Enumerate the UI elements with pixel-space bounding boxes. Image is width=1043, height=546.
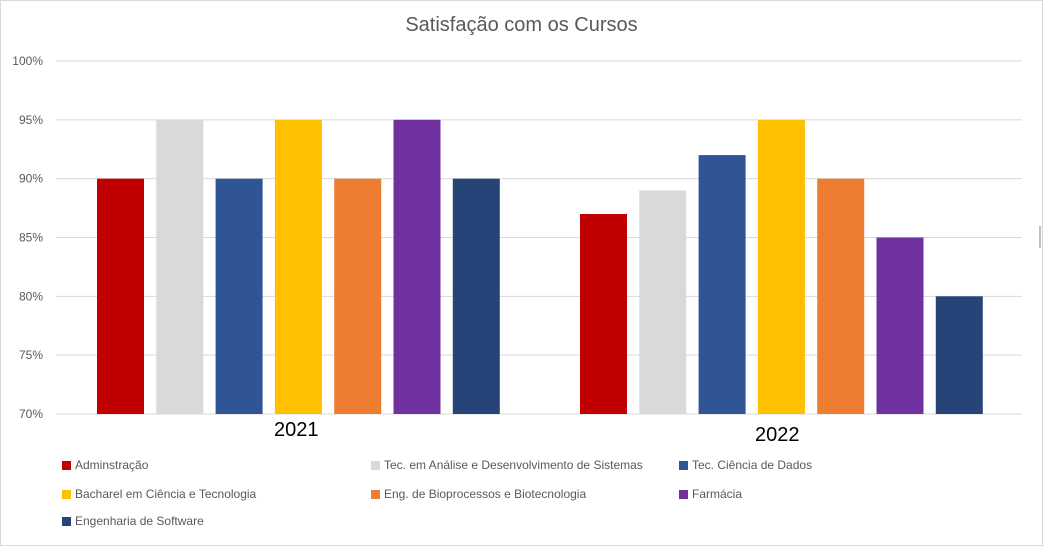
legend-swatch (371, 460, 380, 470)
bar-2022-series-5 (876, 237, 924, 414)
legend-label: Tec. Ciência de Dados (692, 458, 813, 472)
category-label-2022: 2022 (755, 424, 800, 446)
bar-2022-series-1 (639, 190, 687, 414)
legend-swatch (62, 516, 71, 526)
y-tick-label: 80% (19, 289, 43, 303)
y-tick-label: 95% (19, 113, 43, 127)
legend-item-4: Eng. de Bioprocessos e Biotecnologia (371, 487, 586, 501)
legend-label: Bacharel em Ciência e Tecnologia (75, 487, 257, 501)
y-tick-label: 100% (12, 54, 43, 68)
legend-item-1: Tec. em Análise e Desenvolvimento de Sis… (371, 458, 643, 472)
y-tick-label: 70% (19, 407, 43, 421)
legend-item-0: Adminstração (62, 458, 148, 472)
legend-swatch (371, 489, 380, 499)
legend-label: Tec. em Análise e Desenvolvimento de Sis… (384, 458, 643, 472)
bar-2022-series-2 (698, 155, 746, 414)
legend-item-3: Bacharel em Ciência e Tecnologia (62, 487, 256, 501)
bar-2021-series-0 (97, 178, 144, 414)
bar-2021-series-2 (215, 178, 263, 414)
legend-swatch (679, 460, 688, 470)
bar-2021-series-1 (156, 119, 204, 415)
legend-swatch (679, 489, 688, 499)
legend-label: Engenharia de Software (75, 514, 204, 528)
legend-label: Adminstração (75, 458, 149, 472)
y-tick-label: 75% (19, 348, 43, 362)
bar-2022-series-3 (757, 119, 805, 415)
bar-2022-series-0 (580, 214, 627, 414)
resize-handle[interactable] (1039, 226, 1041, 248)
legend-item-5: Farmácia (679, 487, 742, 501)
bar-2021-series-6 (452, 178, 500, 414)
y-tick-label: 85% (19, 231, 43, 245)
chart-title: Satisfação com os Cursos (405, 14, 638, 36)
y-tick-label: 90% (19, 172, 43, 186)
legend-swatch (62, 489, 71, 499)
legend-item-2: Tec. Ciência de Dados (679, 458, 812, 472)
legend-label: Farmácia (692, 487, 743, 501)
bar-2021-series-4 (334, 178, 382, 414)
legend-item-6: Engenharia de Software (62, 514, 204, 528)
bar-2022-series-6 (935, 296, 983, 414)
bar-2022-series-4 (817, 178, 865, 414)
bar-2021-series-5 (393, 119, 441, 415)
legend-swatch (62, 460, 71, 470)
bar-2021-series-3 (274, 119, 322, 415)
legend-label: Eng. de Bioprocessos e Biotecnologia (384, 487, 587, 501)
category-label-2021: 2021 (274, 419, 319, 441)
